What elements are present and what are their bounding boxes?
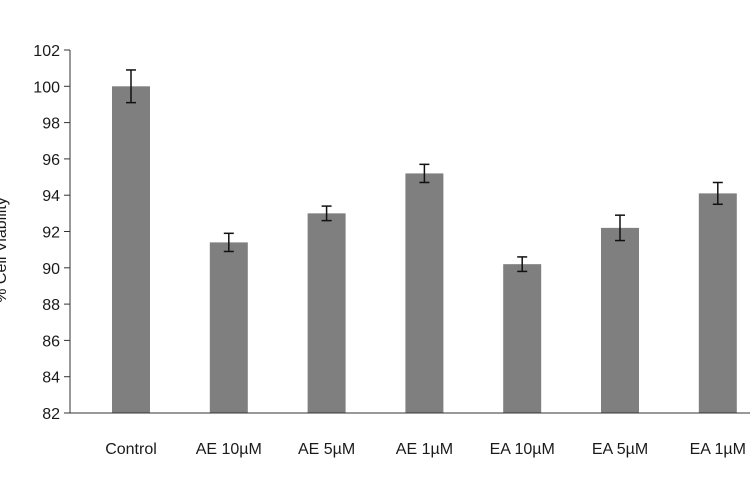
x-axis: Control AE 10µM AE 5µM AE 1µM EA 10µM EA 5µM E… — [70, 412, 750, 458]
y-tick-label: 100 — [33, 79, 60, 96]
bar — [112, 86, 150, 414]
y-tick-label: 88 — [42, 297, 60, 314]
y-tick-label: 84 — [42, 370, 60, 387]
y-axis-label: % Cell Viability — [0, 197, 10, 303]
bars — [112, 86, 737, 414]
x-tick-label: EA 1µM — [690, 441, 746, 458]
y-tick-label: 86 — [42, 333, 60, 350]
error-bar — [126, 69, 136, 104]
bar — [209, 242, 248, 413]
y-tick-label: 94 — [42, 188, 60, 205]
y-tick-label: 82 — [42, 406, 60, 423]
error-bar — [223, 232, 234, 253]
bar — [601, 227, 639, 413]
y-tick-label: 102 — [33, 43, 60, 60]
x-tick-label: AE 5µM — [298, 441, 355, 458]
y-tick-label: 98 — [42, 116, 60, 133]
bar — [307, 213, 346, 413]
y-tick-label: 92 — [42, 225, 60, 242]
bar — [405, 173, 444, 413]
y-tick-label: 90 — [42, 261, 60, 278]
error-bars — [126, 69, 723, 273]
x-tick-label: EA 5µM — [592, 441, 648, 458]
y-axis: 82 84 86 88 90 92 94 96 98 100 102 — [33, 43, 71, 423]
x-tick-label: AE 10µM — [196, 441, 262, 458]
error-bar — [321, 205, 332, 222]
error-bar — [615, 214, 625, 242]
x-tick-label: Control — [105, 441, 157, 458]
bar — [503, 264, 542, 413]
x-tick-label: AE 1µM — [396, 441, 453, 458]
x-tick-label: EA 10µM — [490, 441, 555, 458]
error-bar — [517, 256, 528, 273]
error-bar — [419, 163, 430, 184]
bar — [698, 193, 737, 413]
error-bar — [712, 181, 723, 206]
y-tick-label: 96 — [42, 152, 60, 169]
